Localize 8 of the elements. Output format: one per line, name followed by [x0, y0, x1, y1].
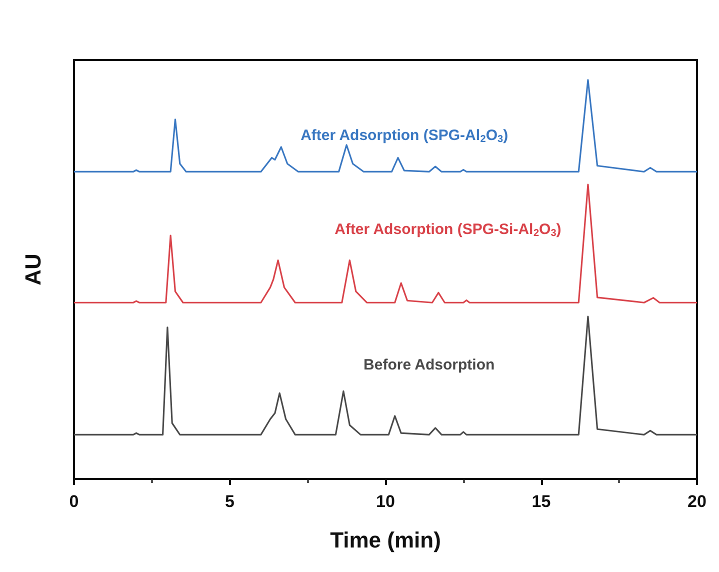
x-tick-label: 10 [376, 492, 395, 511]
x-axis-title: Time (min) [330, 528, 441, 552]
x-tick-label: 15 [532, 492, 551, 511]
y-axis-title: AU [20, 254, 46, 286]
x-tick-label: 20 [688, 492, 706, 511]
x-tick-label: 0 [69, 492, 79, 511]
x-tick-label: 5 [225, 492, 234, 511]
series-label: Before Adsorption [364, 356, 495, 374]
